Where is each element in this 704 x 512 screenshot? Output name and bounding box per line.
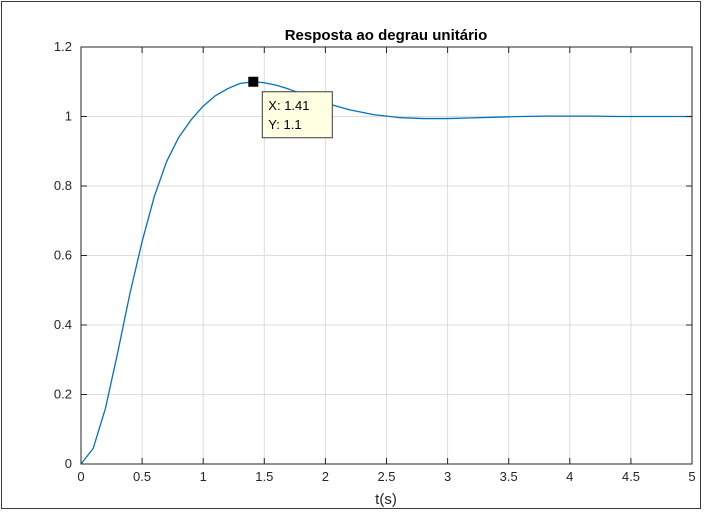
x-tick-label: 0 bbox=[77, 469, 84, 484]
x-tick-label: 4 bbox=[566, 469, 573, 484]
y-tick-labels: 0 0.2 0.4 0.6 0.8 1 1.2 bbox=[54, 39, 72, 471]
x-tick-label: 1 bbox=[200, 469, 207, 484]
x-tick-label: 2.5 bbox=[377, 469, 395, 484]
data-tip-y-text: Y: 1.1 bbox=[268, 117, 301, 132]
x-tick-label: 2 bbox=[322, 469, 329, 484]
chart-title: Resposta ao degrau unitário bbox=[285, 27, 488, 44]
x-tick-labels: 0 0.5 1 1.5 2 2.5 3 3.5 4 4.5 5 bbox=[77, 469, 695, 484]
y-tick-label: 1 bbox=[65, 109, 72, 124]
x-tick-label: 1.5 bbox=[255, 469, 273, 484]
data-tip[interactable]: X: 1.41 Y: 1.1 bbox=[248, 76, 333, 139]
x-tick-label: 3 bbox=[444, 469, 451, 484]
data-tip-box bbox=[261, 91, 333, 139]
y-tick-label: 1.2 bbox=[54, 39, 72, 54]
x-tick-label: 5 bbox=[688, 469, 695, 484]
x-axis-label: t(s) bbox=[375, 491, 397, 508]
data-tip-marker[interactable] bbox=[248, 76, 259, 87]
y-tick-label: 0 bbox=[65, 456, 72, 471]
x-tick-label: 4.5 bbox=[622, 469, 640, 484]
tick-marks bbox=[80, 46, 693, 465]
x-tick-label: 0.5 bbox=[133, 469, 151, 484]
x-tick-label: 3.5 bbox=[500, 469, 518, 484]
data-tip-x-text: X: 1.41 bbox=[268, 98, 309, 113]
y-tick-label: 0.8 bbox=[54, 178, 72, 193]
y-tick-label: 0.2 bbox=[54, 387, 72, 402]
y-tick-label: 0.4 bbox=[54, 317, 72, 332]
y-tick-label: 0.6 bbox=[54, 248, 72, 263]
